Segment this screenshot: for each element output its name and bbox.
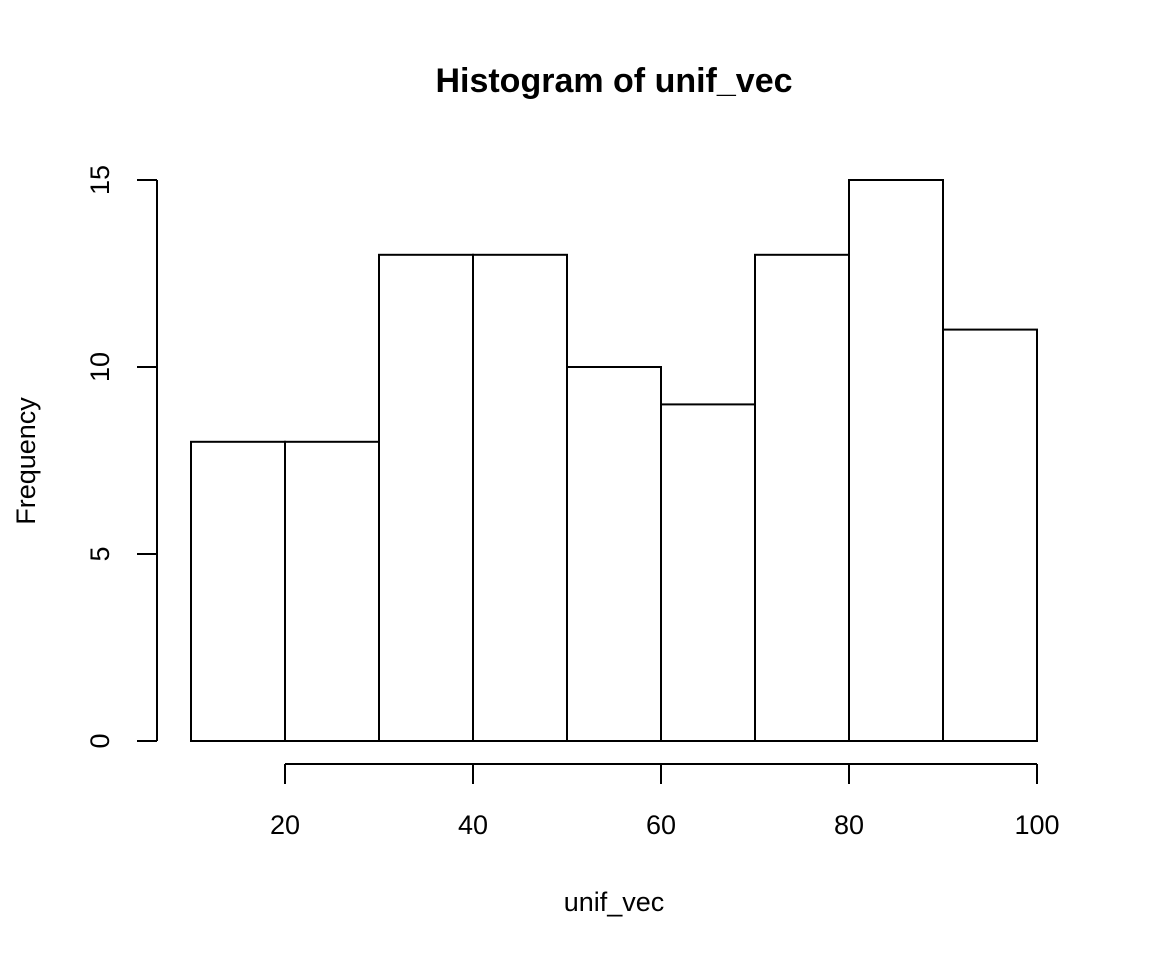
histogram-bar (472, 253, 568, 743)
histogram-bar (190, 440, 286, 742)
x-axis-label: unif_vec (564, 887, 665, 917)
histogram-bar (284, 440, 380, 742)
y-tick-label: 10 (85, 352, 115, 382)
y-tick-label: 15 (85, 165, 115, 195)
x-axis: 20 40 60 80 100 (270, 763, 1060, 840)
histogram-bar (566, 366, 662, 742)
y-axis: 0 5 10 15 (85, 165, 158, 749)
x-tick-label: 60 (646, 810, 676, 840)
chart-title: Histogram of unif_vec (435, 62, 792, 100)
x-tick-label: 100 (1014, 810, 1059, 840)
y-tick-label: 0 (85, 733, 115, 748)
histogram-bar (754, 253, 850, 743)
y-axis-label: Frequency (11, 397, 41, 525)
x-tick-label: 80 (834, 810, 864, 840)
histogram-bar (942, 328, 1038, 742)
x-tick-label: 40 (458, 810, 488, 840)
bars-group (190, 179, 1038, 743)
histogram-bar (660, 403, 756, 742)
x-tick-label: 20 (270, 810, 300, 840)
y-tick-label: 5 (85, 546, 115, 561)
histogram-bar (378, 253, 474, 743)
histogram-bar (848, 179, 944, 742)
